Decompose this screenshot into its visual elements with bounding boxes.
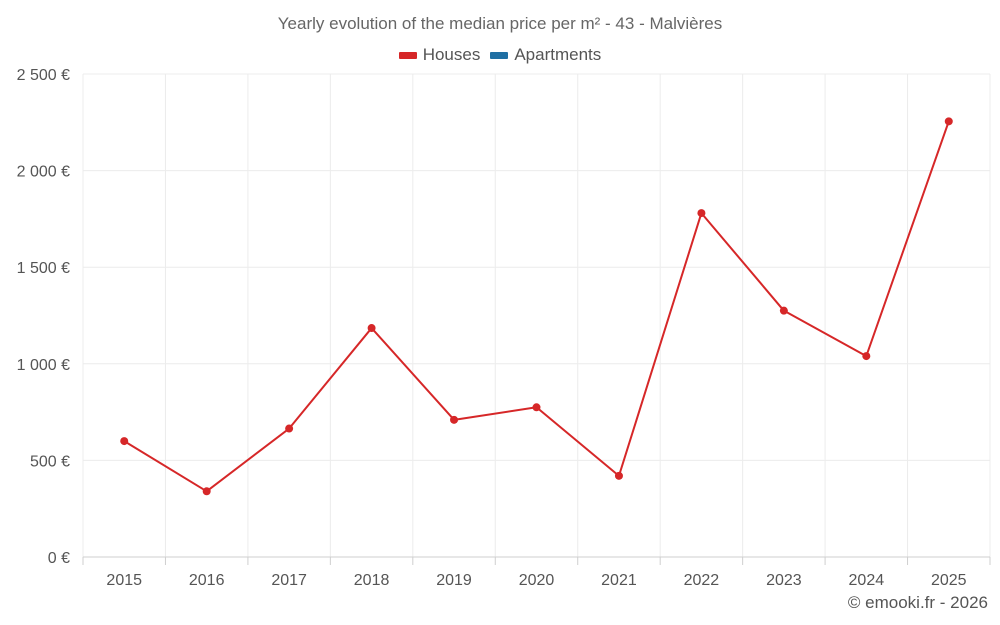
y-tick-label: 1 500 €: [17, 260, 70, 277]
axis-layer: 0 € 500 € 1 000 € 1 500 € 2 000 € 2 500 € 2015…: [17, 67, 991, 589]
x-tick-label: 2020: [519, 572, 555, 589]
data-point-2023: [779, 306, 788, 315]
legend-swatch-apartments: [490, 51, 509, 59]
legend-item-houses[interactable]: Houses: [398, 45, 481, 65]
legend-label-apartments: Apartments: [514, 45, 602, 64]
y-tick-label: 2 000 €: [17, 164, 70, 181]
x-tick-label: 2023: [766, 572, 802, 589]
legend-swatch-houses: [398, 51, 417, 59]
data-point-2016: [202, 487, 211, 496]
data-point-2020: [532, 403, 541, 412]
x-tick-label: 2021: [601, 572, 637, 589]
x-tick-label: 2019: [436, 572, 472, 589]
chart-title: Yearly evolution of the median price per…: [277, 14, 723, 33]
data-point-2017: [285, 424, 294, 433]
credit-text: © emooki.fr - 2026: [847, 593, 988, 612]
x-tick-label: 2015: [106, 572, 142, 589]
y-tick-label: 500 €: [30, 453, 70, 470]
data-point-2025: [944, 117, 953, 126]
legend: Houses Apartments: [0, 45, 1000, 65]
x-tick-label: 2018: [354, 572, 390, 589]
x-tick-label: 2017: [271, 572, 307, 589]
legend-label-houses: Houses: [422, 45, 481, 64]
data-point-2024: [862, 352, 871, 361]
legend-item-apartments[interactable]: Apartments: [490, 45, 601, 65]
x-tick-label: 2022: [684, 572, 720, 589]
data-point-2022: [697, 209, 706, 218]
data-point-2019: [450, 415, 459, 424]
x-tick-label: 2016: [189, 572, 225, 589]
series-layer: [120, 117, 953, 496]
y-tick-label: 1 000 €: [17, 357, 70, 374]
x-tick-label: 2024: [849, 572, 885, 589]
x-tick-label: 2025: [931, 572, 967, 589]
grid-layer: [82, 73, 991, 557]
data-point-2015: [120, 437, 129, 446]
data-point-2018: [367, 324, 376, 333]
y-tick-label: 2 500 €: [17, 67, 70, 84]
y-tick-label: 0 €: [48, 550, 70, 567]
data-point-2021: [614, 471, 623, 480]
